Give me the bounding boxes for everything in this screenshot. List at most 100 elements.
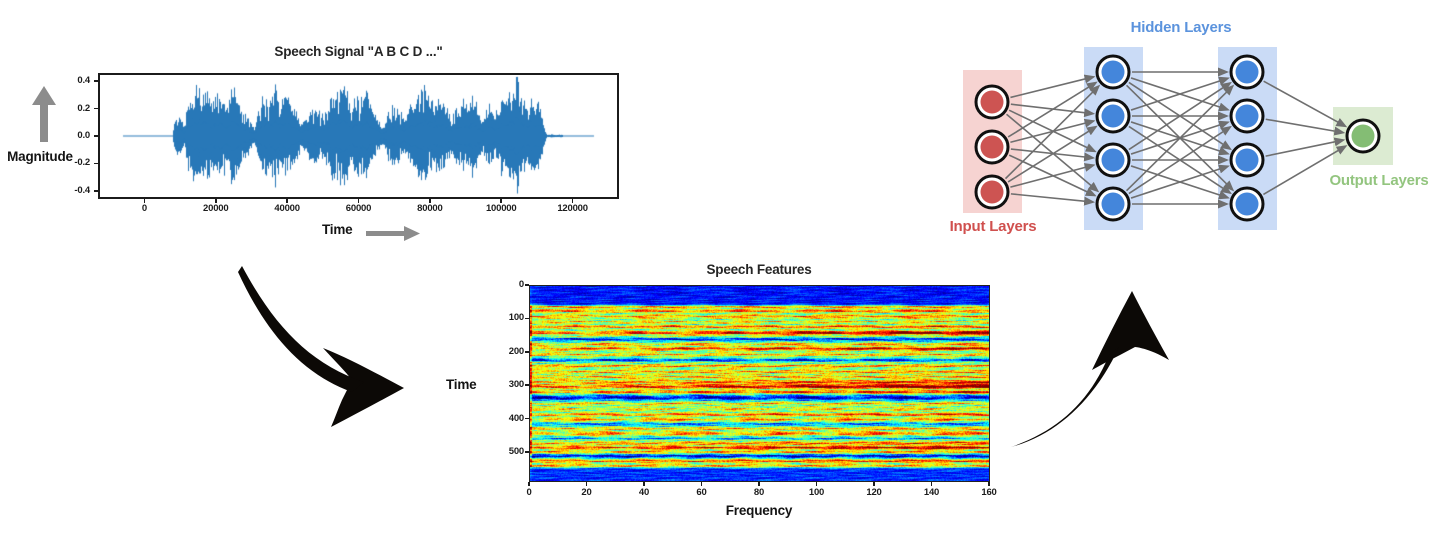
network-edge — [1125, 84, 1235, 192]
tick-mark — [988, 482, 990, 486]
network-edge — [1262, 145, 1348, 196]
spectrogram-x-tick-label: 40 — [638, 487, 650, 498]
network-edge — [1130, 76, 1230, 111]
tick-mark — [585, 482, 588, 486]
tick-mark — [215, 199, 217, 203]
tick-mark — [525, 317, 529, 320]
spectrogram-y-tick-label: 300 — [508, 379, 524, 391]
hidden1-neuron — [1101, 60, 1125, 84]
waveform-x-tick-label: 60000 — [345, 203, 372, 214]
input-neuron — [980, 180, 1004, 204]
spectrogram-y-tick-label: 500 — [508, 445, 524, 457]
waveform-title: Speech Signal "A B C D ..." — [274, 44, 443, 59]
waveform-y-tick-label: -0.4 — [74, 184, 90, 196]
network-edge — [1004, 84, 1101, 180]
output-layers-label: Output Layers — [1329, 172, 1429, 189]
network-edge — [1130, 164, 1230, 199]
tick-mark — [525, 384, 529, 386]
tick-mark — [873, 482, 875, 486]
hidden-layers-label: Hidden Layers — [1130, 19, 1232, 36]
spectrogram-y-tick-label: 0 — [518, 279, 524, 290]
tick-mark — [143, 199, 146, 203]
network-edge — [1265, 137, 1346, 157]
tick-mark — [525, 284, 529, 286]
tick-mark — [815, 482, 818, 486]
hidden2-neuron — [1235, 192, 1259, 216]
spectrogram-y-tick-label: 200 — [508, 345, 524, 357]
waveform-y-tick-label: 0.2 — [77, 102, 90, 114]
spectrogram-frequency-axis-label: Frequency — [725, 503, 793, 518]
network-edges — [1004, 67, 1348, 209]
tick-mark — [500, 199, 502, 203]
spectrogram-x-tick-label: 120 — [866, 487, 882, 498]
tick-mark — [286, 199, 288, 203]
spectrogram-x-tick-label: 20 — [581, 487, 592, 498]
neural-network-graph — [963, 47, 1393, 230]
spectrogram-x-tick-label: 0 — [526, 487, 532, 498]
tick-mark — [700, 482, 703, 486]
network-edge — [1128, 125, 1232, 195]
tick-mark — [94, 107, 98, 110]
tick-mark — [94, 190, 98, 192]
waveform-x-tick-label: 120000 — [557, 203, 588, 214]
tick-mark — [94, 162, 98, 165]
tick-mark — [94, 135, 98, 137]
magnitude-axis-arrow-icon — [32, 86, 56, 142]
tick-mark — [525, 417, 529, 420]
network-edge — [1008, 109, 1097, 153]
network-edge — [1010, 163, 1096, 188]
spectrogram-x-tick-label: 140 — [923, 487, 940, 498]
spectrogram-time-axis-label: Time — [446, 377, 477, 392]
time-axis-label: Time — [322, 222, 353, 237]
hidden2-neuron — [1235, 104, 1259, 128]
hidden1-neuron — [1101, 104, 1125, 128]
network-nodes — [974, 54, 1381, 222]
waveform-x-tick-label: 20000 — [203, 203, 229, 214]
spectrogram-y-tick-label: 100 — [508, 312, 524, 324]
hidden1-neuron — [1101, 148, 1125, 172]
waveform-x-tick-label: 0 — [141, 203, 147, 214]
tick-mark — [429, 199, 431, 203]
hidden2-neuron — [1235, 60, 1259, 84]
waveform-y-tick-label: 0.4 — [77, 75, 90, 87]
spectrogram-plot-area — [529, 285, 990, 482]
flow-arrow-features-to-network-icon — [1011, 291, 1169, 447]
time-axis-arrow-icon — [366, 226, 420, 241]
network-edge — [1128, 81, 1232, 151]
waveform-y-tick-label: -0.2 — [74, 157, 90, 169]
tick-mark — [525, 451, 529, 453]
spectrogram-x-tick-label: 100 — [808, 487, 825, 498]
network-edge — [1010, 193, 1096, 206]
flow-arrow-waveform-to-features-icon — [238, 266, 404, 427]
spectrogram-x-tick-label: 160 — [981, 487, 997, 498]
hidden1-neuron — [1101, 192, 1125, 216]
waveform-y-tick-label: 0.0 — [77, 130, 90, 141]
magnitude-axis-label: Magnitude — [7, 149, 73, 164]
waveform-x-tick-label: 80000 — [417, 203, 443, 214]
tick-mark — [643, 482, 645, 486]
spectrogram-x-tick-label: 80 — [753, 487, 765, 498]
tick-mark — [528, 482, 530, 486]
spectrogram-title: Speech Features — [706, 262, 812, 277]
waveform-x-tick-label: 40000 — [274, 203, 300, 214]
hidden2-neuron — [1235, 148, 1259, 172]
waveform-canvas — [100, 75, 617, 197]
tick-mark — [357, 199, 360, 203]
spectrogram-x-tick-label: 60 — [696, 487, 707, 498]
tick-mark — [571, 199, 574, 203]
output-neuron — [1351, 124, 1375, 148]
waveform-plot-area — [98, 73, 619, 199]
network-edge — [1010, 74, 1096, 99]
input-neuron — [980, 90, 1004, 114]
network-edge — [1263, 80, 1348, 128]
network-edge — [1007, 125, 1098, 183]
network-edge — [1265, 118, 1346, 136]
spectrogram-canvas — [530, 286, 989, 481]
waveform-x-tick-label: 100000 — [485, 203, 517, 214]
spectrogram-y-tick-label: 400 — [508, 412, 524, 424]
tick-mark — [930, 482, 933, 486]
tick-mark — [525, 351, 529, 353]
input-neuron — [980, 135, 1004, 159]
tick-mark — [758, 482, 760, 486]
